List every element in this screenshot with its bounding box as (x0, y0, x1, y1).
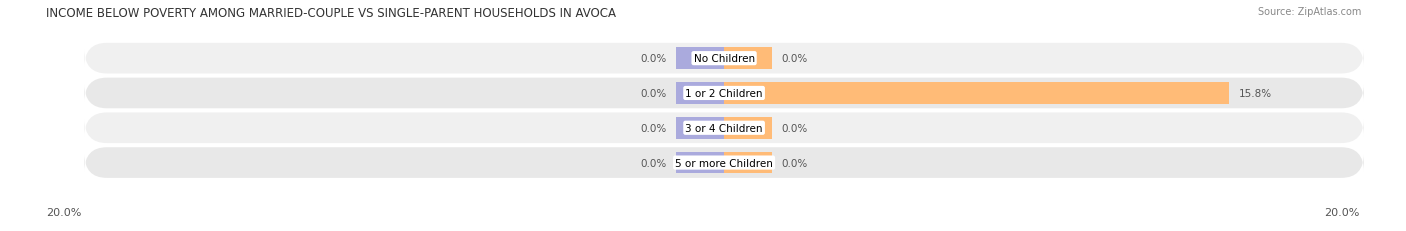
Text: 0.0%: 0.0% (640, 54, 666, 64)
Bar (724, 83, 1229, 104)
Text: 0.0%: 0.0% (640, 88, 666, 99)
Bar (724, 152, 772, 174)
Text: Source: ZipAtlas.com: Source: ZipAtlas.com (1257, 7, 1361, 17)
Bar (724, 48, 772, 70)
Text: 20.0%: 20.0% (46, 207, 82, 217)
FancyBboxPatch shape (84, 148, 1364, 178)
Text: 5 or more Children: 5 or more Children (675, 158, 773, 168)
Text: 3 or 4 Children: 3 or 4 Children (685, 123, 763, 133)
Text: 0.0%: 0.0% (782, 123, 808, 133)
Bar (676, 48, 724, 70)
Text: INCOME BELOW POVERTY AMONG MARRIED-COUPLE VS SINGLE-PARENT HOUSEHOLDS IN AVOCA: INCOME BELOW POVERTY AMONG MARRIED-COUPL… (46, 7, 616, 20)
Text: 0.0%: 0.0% (782, 54, 808, 64)
Bar (676, 83, 724, 104)
Text: No Children: No Children (693, 54, 755, 64)
Text: 0.0%: 0.0% (640, 123, 666, 133)
Text: 0.0%: 0.0% (640, 158, 666, 168)
Text: 0.0%: 0.0% (782, 158, 808, 168)
Text: 20.0%: 20.0% (1324, 207, 1360, 217)
Text: 1 or 2 Children: 1 or 2 Children (685, 88, 763, 99)
Bar (676, 152, 724, 174)
Bar (676, 118, 724, 139)
Text: 15.8%: 15.8% (1239, 88, 1272, 99)
FancyBboxPatch shape (84, 113, 1364, 143)
Bar (724, 118, 772, 139)
FancyBboxPatch shape (84, 78, 1364, 109)
FancyBboxPatch shape (84, 44, 1364, 74)
